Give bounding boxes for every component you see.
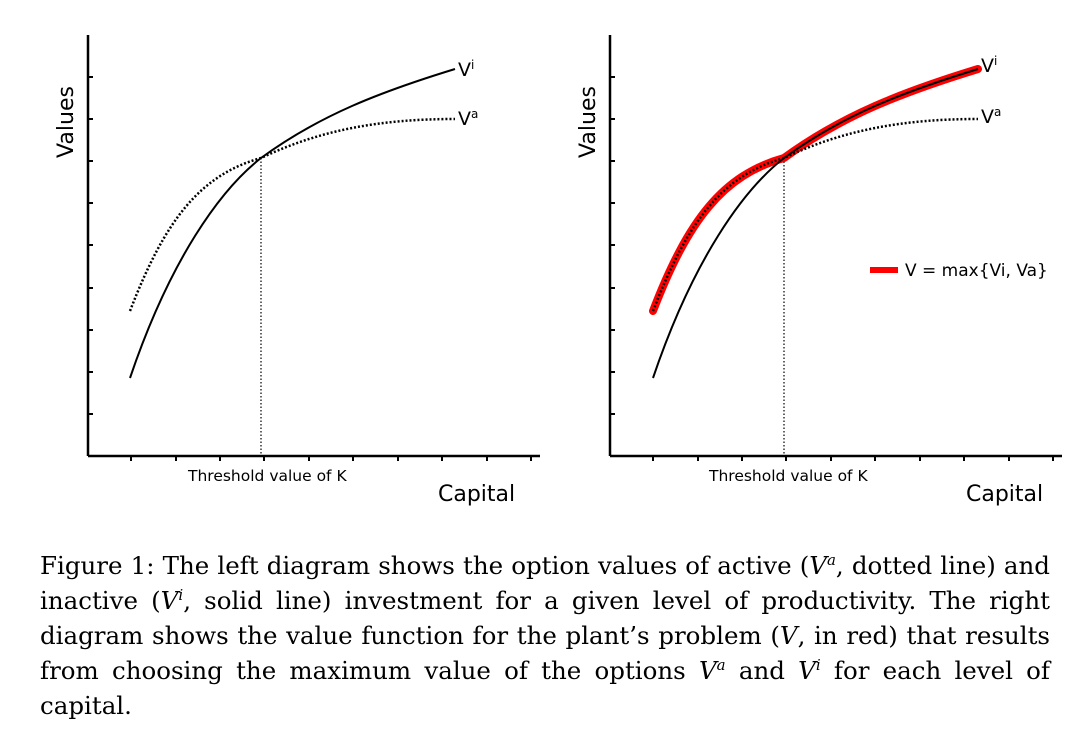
right-vi-curve <box>652 68 979 379</box>
right-va-label: Va <box>981 105 1001 128</box>
right-ylabel: Values <box>576 86 601 158</box>
left-y-ticks <box>88 76 93 415</box>
left-ylabel: Values <box>54 86 79 158</box>
left-va-label: Va <box>458 107 478 130</box>
left-xlabel: Capital <box>438 482 515 507</box>
left-vi-curve <box>129 68 456 379</box>
right-legend-label: V = max{Vi, Va} <box>905 261 1048 281</box>
left-va-curve <box>128 117 456 312</box>
figure-panels: Vi Va Values Threshold value of K Capita… <box>54 35 1062 507</box>
left-panel: Vi Va Values Threshold value of K Capita… <box>54 35 540 507</box>
right-axes <box>608 35 1062 458</box>
left-threshold-label: Threshold value of K <box>187 467 347 485</box>
right-threshold-label: Threshold value of K <box>708 467 868 485</box>
right-panel: Vi Va V = max{Vi, Va} Values Threshold v… <box>576 35 1062 507</box>
right-x-ticks <box>652 456 1054 461</box>
right-y-ticks <box>610 76 615 415</box>
right-vi-label: Vi <box>981 54 997 77</box>
right-xlabel: Capital <box>966 482 1043 507</box>
figure-caption: Figure 1: The left diagram shows the opt… <box>40 550 1050 720</box>
left-axes <box>86 35 540 458</box>
left-vi-label: Vi <box>458 58 474 81</box>
left-x-ticks <box>130 456 532 461</box>
